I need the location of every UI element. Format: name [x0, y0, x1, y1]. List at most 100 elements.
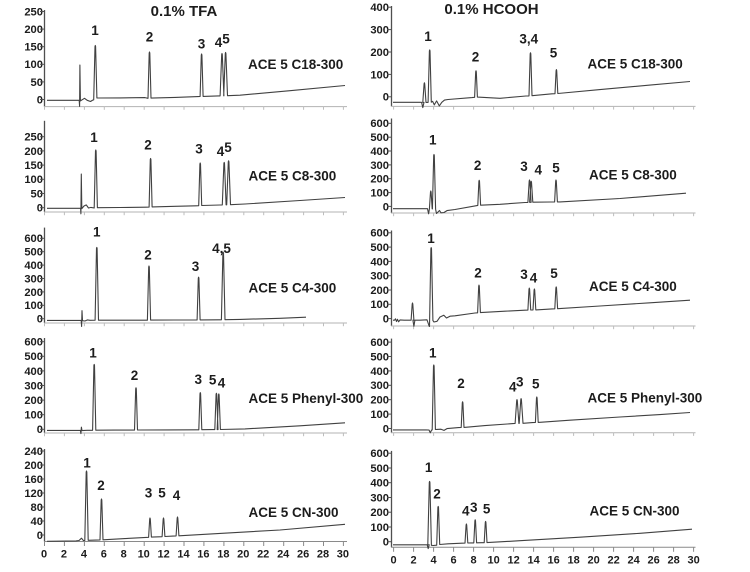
- svg-text:3: 3: [195, 372, 203, 387]
- svg-text:26: 26: [297, 549, 309, 561]
- svg-text:2: 2: [474, 158, 482, 173]
- svg-text:8: 8: [471, 555, 477, 567]
- svg-text:200: 200: [24, 460, 43, 472]
- svg-text:ACE 5 CN-300: ACE 5 CN-300: [590, 503, 680, 518]
- svg-text:22: 22: [257, 549, 269, 561]
- svg-text:ACE 5 C8-300: ACE 5 C8-300: [249, 169, 337, 184]
- svg-text:12: 12: [157, 549, 169, 561]
- svg-text:300: 300: [370, 25, 389, 37]
- svg-text:200: 200: [370, 285, 389, 297]
- svg-text:4: 4: [81, 549, 88, 561]
- svg-text:1: 1: [424, 29, 432, 44]
- svg-text:ACE 5 C8-300: ACE 5 C8-300: [589, 168, 677, 183]
- svg-text:18: 18: [217, 549, 229, 561]
- svg-text:300: 300: [370, 160, 389, 172]
- svg-text:10: 10: [138, 549, 150, 561]
- svg-text:10: 10: [487, 555, 499, 567]
- svg-text:300: 300: [24, 273, 43, 285]
- svg-text:0: 0: [37, 530, 43, 542]
- svg-text:3: 3: [198, 36, 206, 51]
- svg-text:1: 1: [90, 130, 98, 145]
- svg-text:28: 28: [667, 555, 679, 567]
- svg-text:300: 300: [370, 380, 389, 392]
- svg-text:160: 160: [24, 474, 43, 486]
- svg-text:500: 500: [370, 242, 389, 254]
- svg-text:600: 600: [370, 118, 389, 130]
- svg-text:200: 200: [24, 287, 43, 299]
- svg-text:3: 3: [520, 159, 528, 174]
- svg-text:250: 250: [24, 132, 43, 144]
- svg-text:5: 5: [209, 373, 217, 388]
- svg-text:100: 100: [370, 69, 389, 81]
- svg-text:500: 500: [370, 132, 389, 144]
- svg-text:100: 100: [24, 410, 43, 422]
- svg-text:100: 100: [370, 522, 389, 534]
- svg-text:20: 20: [587, 555, 599, 567]
- svg-text:600: 600: [370, 228, 389, 240]
- svg-text:300: 300: [370, 271, 389, 283]
- svg-text:3: 3: [520, 267, 528, 282]
- svg-text:100: 100: [370, 299, 389, 311]
- svg-text:5: 5: [550, 45, 558, 60]
- svg-text:4: 4: [215, 35, 223, 50]
- svg-text:4,5: 4,5: [212, 241, 231, 256]
- svg-text:600: 600: [24, 337, 43, 349]
- svg-text:0: 0: [37, 203, 43, 215]
- svg-text:5: 5: [532, 376, 540, 391]
- svg-text:4: 4: [431, 555, 438, 567]
- svg-text:4: 4: [218, 376, 226, 391]
- svg-text:3: 3: [145, 485, 153, 500]
- svg-text:1: 1: [93, 224, 101, 239]
- svg-text:600: 600: [370, 448, 389, 460]
- svg-text:1: 1: [427, 231, 435, 246]
- svg-text:100: 100: [370, 188, 389, 200]
- svg-text:24: 24: [627, 555, 640, 567]
- svg-text:1: 1: [429, 346, 437, 361]
- svg-text:5: 5: [552, 160, 560, 175]
- svg-text:100: 100: [370, 409, 389, 421]
- svg-text:400: 400: [24, 366, 43, 378]
- svg-text:12: 12: [507, 555, 519, 567]
- svg-text:8: 8: [121, 549, 127, 561]
- svg-text:3: 3: [192, 259, 200, 274]
- svg-text:24: 24: [277, 549, 290, 561]
- svg-text:50: 50: [31, 188, 43, 200]
- svg-text:16: 16: [547, 555, 559, 567]
- svg-text:26: 26: [647, 555, 659, 567]
- svg-text:500: 500: [370, 351, 389, 363]
- svg-text:50: 50: [31, 77, 43, 89]
- svg-text:240: 240: [24, 446, 43, 458]
- svg-text:150: 150: [24, 160, 43, 172]
- svg-text:30: 30: [687, 555, 699, 567]
- svg-text:14: 14: [177, 549, 190, 561]
- svg-text:1: 1: [425, 460, 433, 475]
- svg-text:2: 2: [146, 29, 154, 44]
- svg-text:100: 100: [24, 300, 43, 312]
- svg-text:0: 0: [391, 555, 397, 567]
- svg-text:3,4: 3,4: [519, 31, 538, 46]
- svg-text:22: 22: [607, 555, 619, 567]
- svg-text:0: 0: [383, 314, 389, 326]
- svg-text:ACE 5 Phenyl-300: ACE 5 Phenyl-300: [249, 391, 364, 406]
- svg-text:300: 300: [24, 380, 43, 392]
- svg-text:4: 4: [173, 488, 181, 503]
- svg-text:400: 400: [370, 256, 389, 268]
- svg-text:2: 2: [433, 486, 441, 501]
- svg-text:80: 80: [31, 502, 43, 514]
- svg-text:500: 500: [24, 351, 43, 363]
- svg-text:ACE 5 C18-300: ACE 5 C18-300: [588, 57, 683, 72]
- svg-text:200: 200: [370, 174, 389, 186]
- svg-text:2: 2: [472, 49, 480, 64]
- svg-text:1: 1: [429, 132, 437, 147]
- svg-text:150: 150: [24, 42, 43, 54]
- svg-text:2: 2: [411, 555, 417, 567]
- svg-text:5: 5: [224, 140, 232, 155]
- svg-text:5: 5: [550, 266, 558, 281]
- svg-text:ACE 5 CN-300: ACE 5 CN-300: [249, 505, 339, 520]
- svg-text:40: 40: [31, 516, 43, 528]
- svg-text:2: 2: [457, 376, 465, 391]
- svg-text:4: 4: [509, 380, 517, 395]
- svg-text:2: 2: [131, 368, 139, 383]
- svg-text:200: 200: [24, 395, 43, 407]
- svg-text:1: 1: [83, 455, 91, 470]
